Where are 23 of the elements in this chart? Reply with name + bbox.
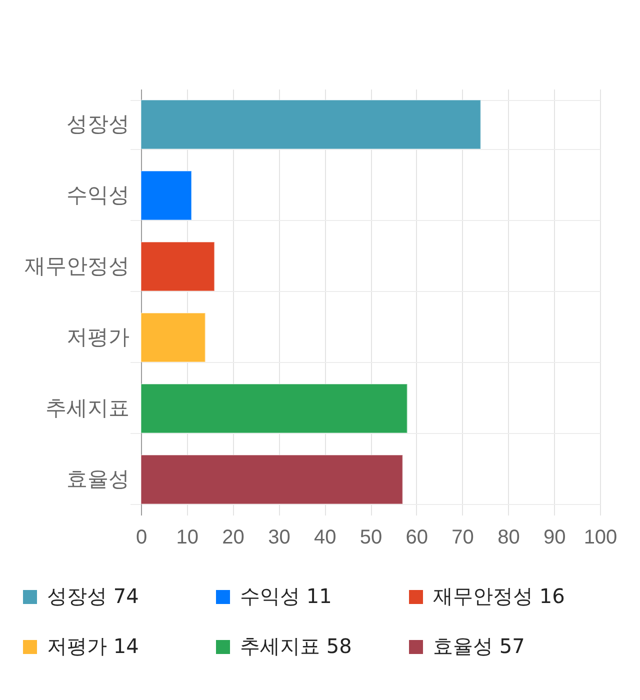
x-tick-label: 10: [176, 526, 199, 548]
x-tick-label: 100: [584, 526, 618, 548]
legend-label: 재무안정성 16: [433, 584, 565, 608]
x-tick-label: 40: [314, 526, 336, 548]
x-tick-label: 60: [406, 526, 428, 548]
x-tick-label: 90: [543, 526, 566, 548]
x-tick-label: 70: [452, 526, 474, 548]
x-tick-label: 30: [268, 526, 290, 548]
x-tick-label: 0: [136, 526, 148, 548]
x-tick-label: 50: [360, 526, 382, 548]
y-tick-label: 추세지표: [46, 396, 130, 420]
y-tick-label: 수익성: [66, 183, 130, 207]
y-tick-label: 성장성: [66, 112, 130, 136]
x-tick-label: 20: [222, 526, 244, 548]
x-tick-label: 80: [498, 526, 520, 548]
y-tick-label: 재무안정성: [24, 254, 130, 278]
legend-label: 수익성 11: [240, 584, 332, 608]
legend-label: 저평가 14: [47, 634, 139, 658]
y-tick-label: 효율성: [66, 467, 130, 491]
legend-label: 효율성 57: [433, 634, 525, 658]
y-tick-label: 저평가: [66, 325, 130, 349]
legend-label: 성장성 74: [47, 584, 139, 608]
legend-label: 추세지표 58: [240, 634, 352, 658]
